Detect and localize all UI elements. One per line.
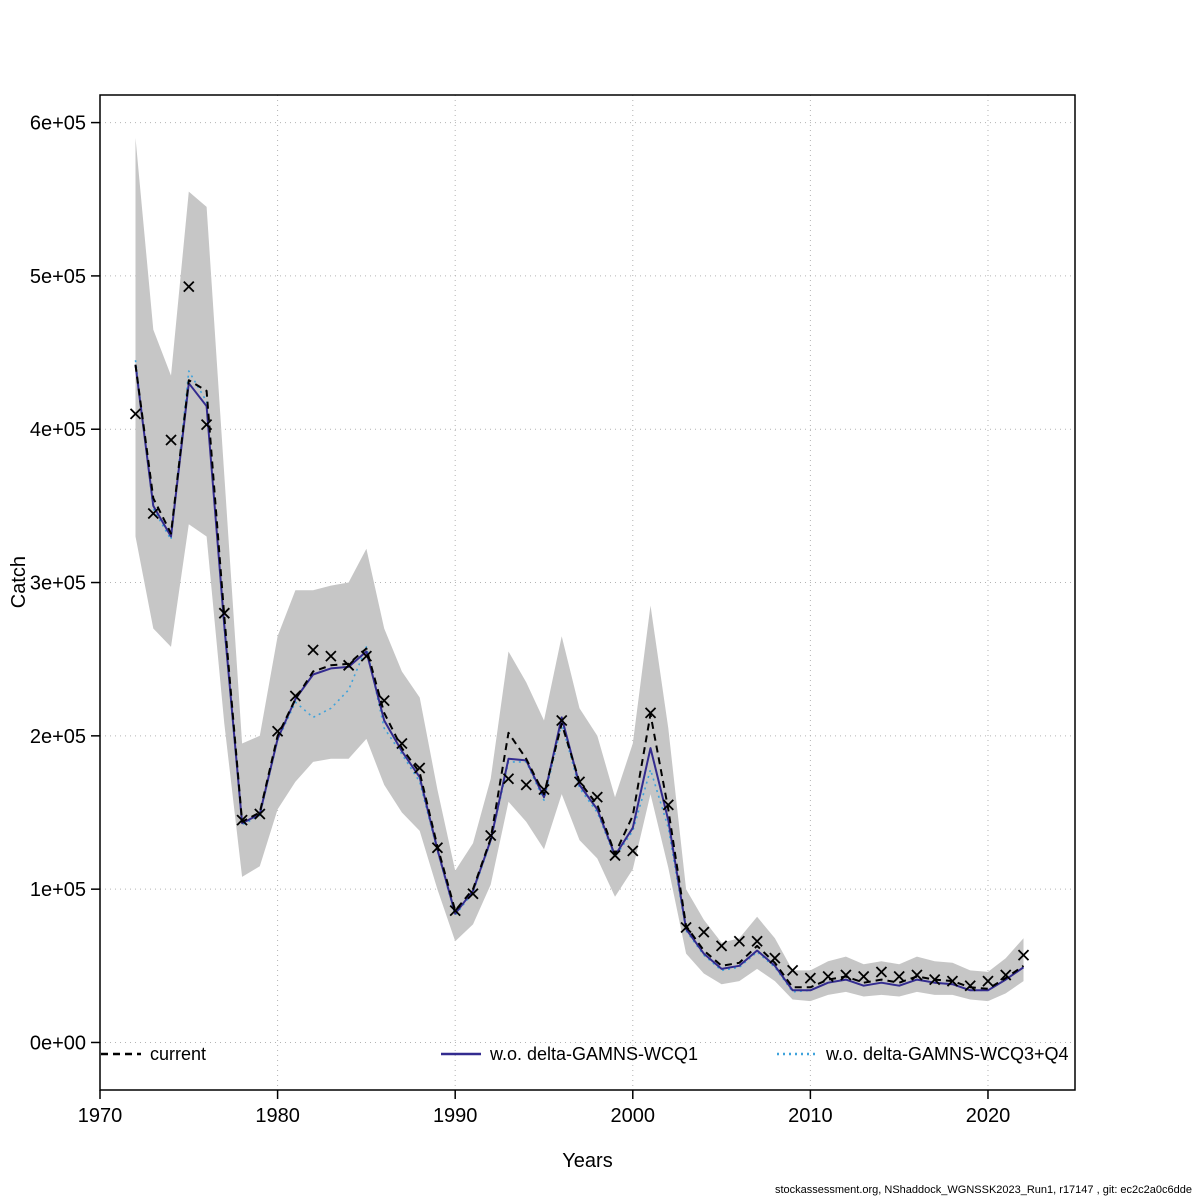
series-line-1 — [134, 364, 1025, 992]
legend-entry-wcq1: w.o. delta-GAMNS-WCQ1 — [440, 1040, 698, 1068]
y-tick-labels: 0e+00 1e+05 2e+05 3e+05 4e+05 5e+05 6e+05 — [30, 113, 86, 1055]
plot-border — [99, 94, 1076, 1091]
gridlines — [99, 95, 1075, 1090]
y-axis-label: Catch — [8, 556, 30, 609]
legend-label-wcq1: w.o. delta-GAMNS-WCQ1 — [490, 1043, 699, 1064]
y-tick-label: 2e+05 — [30, 726, 86, 748]
y-tick-label: 5e+05 — [30, 266, 86, 288]
x-tick-label: 2020 — [966, 1105, 1011, 1127]
x-tick-label: 2010 — [788, 1105, 833, 1127]
legend-entry-wcq3q4: w.o. delta-GAMNS-WCQ3+Q4 — [776, 1040, 1069, 1068]
observation-markers — [129, 281, 1030, 992]
legend-entry-current: current — [100, 1040, 206, 1068]
confidence-band — [135, 137, 1024, 1002]
x-tick-label: 2000 — [611, 1105, 656, 1127]
y-tick-label: 0e+00 — [30, 1033, 86, 1055]
series-line-2 — [134, 360, 1024, 993]
x-axis-label: Years — [562, 1150, 613, 1172]
legend-line-wcq1-icon — [441, 1052, 481, 1056]
legend-label-current: current — [150, 1043, 207, 1064]
axis-ticks — [91, 121, 989, 1099]
legend: current w.o. delta-GAMNS-WCQ1 w.o. delta… — [100, 1040, 1075, 1070]
y-tick-label: 4e+05 — [30, 419, 86, 441]
x-tick-label: 1990 — [433, 1105, 478, 1127]
series-line-0 — [134, 364, 1025, 990]
legend-line-wcq3q4-icon — [777, 1052, 817, 1056]
x-tick-label: 1980 — [255, 1105, 300, 1127]
legend-line-current-icon — [101, 1052, 141, 1056]
y-tick-label: 1e+05 — [30, 879, 86, 901]
x-tick-labels: 1970 1980 1990 2000 2010 2020 — [78, 1105, 1011, 1127]
y-tick-label: 6e+05 — [30, 113, 86, 135]
y-tick-label: 3e+05 — [30, 573, 86, 595]
legend-label-wcq3q4: w.o. delta-GAMNS-WCQ3+Q4 — [826, 1043, 1069, 1064]
footer-text: stockassessment.org, NShaddock_WGNSSK202… — [774, 1184, 1192, 1196]
x-tick-label: 1970 — [78, 1105, 123, 1127]
